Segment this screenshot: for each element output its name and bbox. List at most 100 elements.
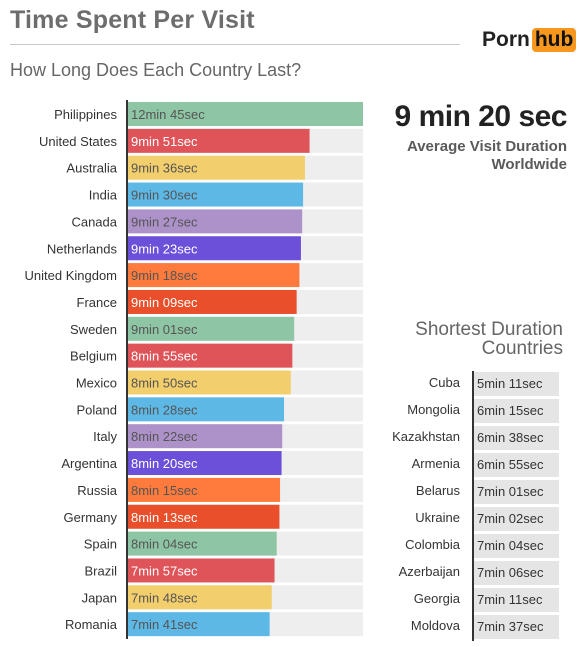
bar — [128, 424, 283, 449]
bar-group: 8min 13sec Germany — [64, 504, 363, 529]
bar — [128, 585, 272, 610]
bar — [128, 558, 275, 583]
bar-value-label: 12min 45sec — [131, 107, 205, 122]
bar-group: 8min 04sec Spain — [84, 531, 363, 556]
shortest-row: Ukraine 7min 02sec — [370, 506, 570, 533]
brand-logo: Porn hub — [482, 28, 577, 52]
bar-value-label: 8min 55sec — [131, 349, 198, 364]
bar-group: 8min 28sec Poland — [77, 397, 363, 422]
shortest-value-label: 7min 04sec — [477, 538, 544, 553]
bar-value-label: 9min 27sec — [131, 214, 198, 229]
shortest-value-box: 7min 04sec — [474, 534, 559, 558]
shortest-row: Moldova 7min 37sec — [370, 614, 570, 641]
shortest-row: Belarus 7min 01sec — [370, 479, 570, 506]
shortest-row: Kazakhstan 6min 38sec — [370, 425, 570, 452]
shortest-value-label: 7min 01sec — [477, 484, 544, 499]
bar-value-label: 9min 09sec — [131, 295, 198, 310]
bar-value-label: 7min 48sec — [131, 590, 198, 605]
category-label: Spain — [84, 537, 117, 552]
shortest-value-box: 7min 06sec — [474, 561, 559, 585]
bar — [128, 209, 303, 234]
shortest-value-label: 6min 38sec — [477, 430, 544, 445]
bar-value-label: 9min 23sec — [131, 241, 198, 256]
bar-value-label: 7min 41sec — [131, 617, 198, 632]
bar-group: 9min 27sec Canada — [71, 209, 363, 234]
logo-text-right: hub — [531, 28, 577, 52]
shortest-country-label: Georgia — [413, 591, 460, 606]
shortest-axis-line — [472, 479, 474, 506]
bar-group: 9min 36sec Australia — [66, 155, 363, 180]
category-label: Italy — [93, 429, 117, 444]
category-label: Canada — [71, 214, 117, 229]
logo-text-left: Porn — [482, 28, 530, 51]
bar-group: 9min 51sec United States — [39, 128, 363, 153]
bar-value-label: 9min 36sec — [131, 161, 198, 176]
shortest-value-label: 6min 55sec — [477, 457, 544, 472]
shortest-country-label: Colombia — [405, 537, 460, 552]
average-duration-caption: Average Visit Duration Worldwide — [406, 138, 567, 173]
shortest-value-label: 7min 11sec — [477, 592, 543, 607]
bar — [128, 182, 304, 207]
bar — [128, 263, 300, 288]
category-label: Belgium — [70, 349, 117, 364]
bar-group: 7min 41sec Romania — [65, 612, 363, 637]
bar — [128, 289, 297, 314]
bar — [128, 343, 293, 368]
category-label: Argentina — [61, 456, 117, 471]
category-label: Australia — [66, 161, 117, 176]
shortest-row: Georgia 7min 11sec — [370, 587, 570, 614]
category-label: Brazil — [84, 563, 117, 578]
shortest-duration-list: Cuba 5min 11sec Mongolia 6min 15sec Kazakhst… — [370, 371, 570, 641]
shortest-country-label: Mongolia — [407, 402, 460, 417]
bar-group: 9min 01sec Sweden — [70, 316, 363, 341]
bar-group: 7min 57sec Brazil — [84, 558, 363, 583]
shortest-axis-line — [472, 425, 474, 452]
bar-group: 9min 30sec India — [89, 182, 363, 207]
bar-value-label: 8min 28sec — [131, 402, 198, 417]
shortest-country-label: Moldova — [410, 618, 460, 633]
bar-value-label: 8min 13sec — [131, 510, 198, 525]
bar-value-label: 7min 57sec — [131, 563, 198, 578]
bar-value-label: 8min 15sec — [131, 483, 198, 498]
shortest-value-box: 6min 15sec — [474, 399, 559, 423]
shortest-axis-line — [472, 371, 474, 398]
shortest-value-label: 7min 06sec — [477, 565, 544, 580]
shortest-value-box: 7min 11sec — [474, 588, 559, 612]
bar-value-label: 9min 18sec — [131, 268, 198, 283]
shortest-value-label: 6min 15sec — [477, 403, 544, 418]
bar-value-label: 8min 20sec — [131, 456, 198, 471]
bar-group: 8min 55sec Belgium — [70, 343, 363, 368]
bar-group: 8min 20sec Argentina — [61, 451, 363, 476]
shortest-value-label: 7min 02sec — [477, 511, 544, 526]
shortest-country-label: Armenia — [411, 456, 460, 471]
title-divider — [10, 44, 460, 45]
shortest-axis-line — [472, 506, 474, 533]
shortest-axis-line — [472, 452, 474, 479]
category-label: Germany — [64, 510, 118, 525]
category-label: India — [89, 188, 118, 203]
bar-value-label: 9min 01sec — [131, 322, 198, 337]
shortest-value-box: 5min 11sec — [474, 372, 559, 396]
category-label: Sweden — [70, 322, 117, 337]
shortest-value-box: 6min 55sec — [474, 453, 559, 477]
category-label: Poland — [77, 402, 117, 417]
shortest-value-label: 5min 11sec — [477, 376, 543, 391]
bar — [128, 155, 305, 180]
bar-value-label: 8min 50sec — [131, 376, 198, 391]
page-subtitle: How Long Does Each Country Last? — [10, 60, 302, 80]
bar — [128, 128, 310, 153]
page-title: Time Spent Per Visit — [10, 6, 255, 34]
bar-value-label: 8min 04sec — [131, 537, 198, 552]
shortest-axis-line — [472, 614, 474, 641]
shortest-value-box: 6min 38sec — [474, 426, 559, 450]
shortest-country-label: Ukraine — [415, 510, 460, 525]
shortest-axis-line — [472, 560, 474, 587]
shortest-country-label: Kazakhstan — [392, 429, 460, 444]
bar — [128, 397, 285, 422]
shortest-axis-line — [472, 398, 474, 425]
shortest-row: Azerbaijan 7min 06sec — [370, 560, 570, 587]
category-label: Netherlands — [47, 241, 118, 256]
bar-group: 9min 23sec Netherlands — [47, 236, 363, 261]
shortest-row: Mongolia 6min 15sec — [370, 398, 570, 425]
